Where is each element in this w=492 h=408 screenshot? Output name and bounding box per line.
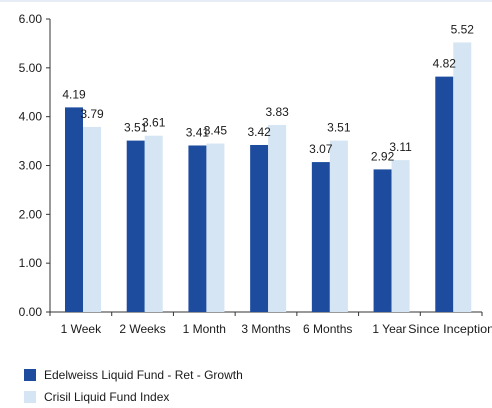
bar-series-1[interactable] — [311, 162, 330, 312]
y-tick-label: 6.00 — [19, 12, 43, 26]
bar-series-1[interactable] — [373, 169, 392, 312]
legend-swatch-series-2 — [24, 391, 36, 403]
bar-series-2[interactable] — [268, 124, 287, 313]
data-label: 3.07 — [309, 142, 333, 156]
bar-series-2[interactable] — [144, 135, 163, 312]
chart-legend: Edelweiss Liquid Fund - Ret - Growth Cri… — [24, 364, 243, 408]
bar-series-1[interactable] — [435, 76, 454, 312]
data-label: 3.83 — [265, 105, 289, 119]
y-tick-label: 0.00 — [19, 305, 43, 319]
data-label: 5.52 — [451, 22, 475, 36]
legend-label-series-1: Edelweiss Liquid Fund - Ret - Growth — [44, 368, 243, 382]
x-tick-label: Since Inception — [408, 322, 492, 336]
legend-label-series-2: Crisil Liquid Fund Index — [44, 390, 170, 404]
x-tick-label: 3 Months — [241, 322, 290, 336]
x-tick-label: 6 Months — [303, 322, 352, 336]
data-label: 3.42 — [247, 125, 271, 139]
chart-bars — [65, 42, 472, 313]
y-tick-label: 4.00 — [19, 110, 43, 124]
data-label: 4.19 — [62, 87, 86, 101]
data-label: 3.11 — [389, 140, 412, 154]
top-rule — [0, 0, 492, 2]
bar-series-2[interactable] — [453, 42, 472, 312]
bar-series-2[interactable] — [83, 126, 101, 313]
data-label: 3.51 — [327, 121, 351, 135]
data-label: 3.45 — [204, 124, 228, 138]
bar-series-1[interactable] — [65, 107, 83, 312]
chart-data-labels: 4.19 3.51 3.41 3.42 3.07 2.92 4.82 3.79 3.61 3.45… — [62, 22, 474, 163]
legend-item-series-1[interactable]: Edelweiss Liquid Fund - Ret - Growth — [24, 364, 243, 386]
x-tick-label: 2 Weeks — [119, 322, 165, 336]
bar-chart: 4.19 3.51 3.41 3.42 3.07 2.92 4.82 3.79 3.61 3.45… — [19, 12, 492, 336]
data-label: 3.79 — [80, 107, 104, 121]
legend-item-series-2[interactable]: Crisil Liquid Fund Index — [24, 386, 243, 408]
legend-swatch-series-1 — [24, 369, 36, 381]
bar-series-2[interactable] — [391, 160, 410, 312]
data-label: 4.82 — [433, 57, 457, 71]
y-tick-label: 2.00 — [19, 207, 43, 221]
x-tick-label: 1 Year — [372, 322, 406, 336]
y-tick-label: 1.00 — [19, 256, 43, 270]
y-tick-label: 5.00 — [19, 61, 43, 75]
data-label: 3.41 — [186, 125, 210, 139]
data-label: 3.51 — [124, 121, 148, 135]
bar-series-1[interactable] — [250, 144, 269, 312]
bar-series-2[interactable] — [329, 140, 348, 312]
bar-series-1[interactable] — [188, 145, 207, 312]
x-tick-label: 1 Week — [61, 322, 102, 336]
bar-series-2[interactable] — [206, 143, 225, 312]
data-label: 2.92 — [371, 149, 395, 163]
data-label: 3.61 — [142, 116, 166, 130]
chart-tick-labels: 0.00 1.00 2.00 3.00 4.00 5.00 6.00 1 Week 2 Week… — [19, 12, 492, 336]
x-tick-label: 1 Month — [183, 322, 226, 336]
bar-series-1[interactable] — [126, 140, 145, 312]
y-tick-label: 3.00 — [19, 159, 43, 173]
